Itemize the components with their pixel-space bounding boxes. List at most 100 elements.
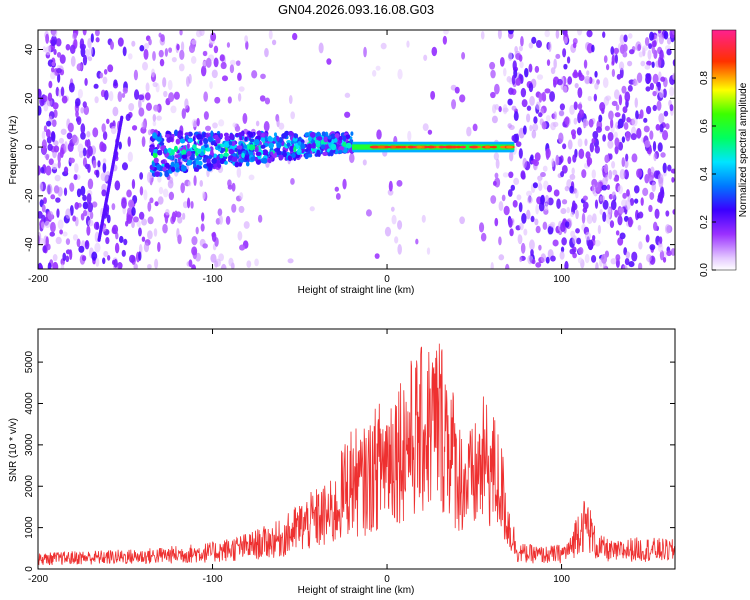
spectral-noise-cell: [535, 40, 542, 48]
spectral-noise-cell: [531, 36, 537, 44]
spectral-noise-cell: [621, 85, 627, 94]
spectral-blob-cell: [282, 151, 287, 158]
spectral-noise-cell: [44, 220, 51, 229]
spectral-noise-cell: [634, 198, 639, 204]
spectral-noise-cell: [154, 258, 159, 269]
spectral-noise-cell: [570, 129, 576, 137]
spectral-noise-cell: [229, 59, 236, 66]
spectral-noise-cell: [129, 254, 136, 263]
spectral-noise-cell: [627, 84, 633, 92]
spectral-noise-cell: [595, 262, 599, 269]
spectral-noise-cell: [39, 181, 44, 192]
spectral-noise-cell: [543, 203, 549, 211]
spectral-blob-cell: [224, 135, 230, 142]
spectral-noise-cell: [87, 37, 92, 49]
spectral-noise-cell: [40, 166, 45, 174]
spectral-blob-cell: [255, 151, 262, 156]
spectral-noise-cell: [598, 114, 603, 123]
spectral-noise-cell: [582, 195, 588, 201]
spectral-noise-cell: [610, 46, 615, 55]
spectral-noise-cell: [644, 64, 651, 70]
spectral-noise-cell: [520, 87, 527, 98]
spectral-noise-cell: [74, 98, 81, 107]
spectral-noise-cell: [597, 224, 602, 235]
y-tick-label: 5000: [24, 351, 35, 374]
spectral-noise-cell: [527, 196, 533, 204]
spectral-noise-cell: [99, 141, 105, 152]
spectral-noise-cell: [42, 46, 47, 53]
spectral-noise-cell: [131, 40, 136, 47]
spectral-blob-cell: [241, 152, 245, 159]
spectral-noise-cell: [515, 77, 522, 86]
spectral-noise-cell: [594, 82, 599, 90]
spectral-noise-cell: [138, 94, 145, 101]
spectral-blob-cell: [187, 138, 194, 143]
spectral-noise-cell: [611, 54, 615, 66]
spectral-noise-cell: [220, 263, 227, 269]
spectral-noise-cell: [667, 164, 672, 172]
spectral-noise-cell: [578, 74, 585, 81]
spectral-blob-cell: [202, 157, 208, 163]
spectral-noise-cell: [41, 130, 46, 140]
spectral-noise-cell: [182, 212, 186, 220]
spectral-blob-cell: [250, 156, 256, 162]
spectral-noise-cell: [152, 81, 158, 88]
spectral-noise-cell: [47, 92, 53, 102]
spectral-noise-cell: [644, 36, 650, 46]
spectral-noise-cell: [138, 251, 142, 261]
spectral-noise-cell: [606, 184, 611, 191]
spectral-noise-cell: [55, 197, 61, 203]
spectral-noise-cell: [540, 253, 547, 263]
spectral-noise-cell: [593, 93, 598, 102]
spectral-noise-cell: [48, 158, 54, 166]
spectral-blob-cell: [171, 166, 176, 173]
spectral-noise-cell: [99, 72, 104, 79]
spectral-noise-cell: [146, 171, 152, 183]
spectral-noise-cell: [538, 201, 545, 212]
spectral-noise-cell: [91, 201, 98, 208]
spectral-noise-cell: [57, 219, 64, 230]
spectral-noise-cell: [652, 73, 659, 84]
spectral-noise-cell: [210, 253, 217, 263]
spectral-noise-cell: [520, 170, 526, 180]
spectral-noise-cell: [616, 73, 622, 80]
spectral-blob-cell: [192, 144, 197, 150]
spectral-noise-cell: [180, 182, 185, 194]
spectral-noise-cell: [188, 44, 196, 54]
spectral-noise-cell: [608, 169, 613, 180]
spectral-blob-cell: [192, 135, 196, 142]
spectral-noise-cell: [264, 97, 271, 105]
spectral-noise-cell: [128, 199, 135, 208]
spectral-noise-cell: [472, 123, 478, 132]
spectral-blob-cell: [260, 136, 266, 142]
spectral-blob-cell: [205, 147, 211, 152]
spectral-noise-cell: [39, 237, 45, 247]
spectral-noise-cell: [569, 248, 576, 255]
spectral-noise-cell: [618, 141, 624, 151]
spectral-noise-cell: [407, 130, 412, 142]
colorbar-tick-label: 0.4: [699, 167, 710, 181]
spectral-blob-cell: [196, 148, 202, 154]
spectral-noise-cell: [623, 122, 629, 130]
spectral-noise-cell: [617, 185, 623, 195]
spectral-noise-cell: [326, 58, 332, 65]
spectral-noise-cell: [618, 207, 625, 214]
spectral-noise-cell: [63, 166, 69, 175]
spectral-noise-cell: [72, 135, 79, 146]
spectral-blob-cell: [289, 145, 295, 152]
spectral-blob-cell: [297, 148, 302, 153]
snr-series-line: [38, 343, 675, 566]
spectral-noise-cell: [619, 34, 625, 44]
spectral-noise-cell: [645, 105, 652, 115]
spectral-noise-cell: [186, 197, 191, 209]
spectral-noise-cell: [611, 100, 618, 107]
spectral-noise-cell: [511, 135, 515, 141]
spectral-noise-cell: [534, 152, 541, 162]
spectral-noise-cell: [624, 257, 630, 266]
spectral-blob-cell: [287, 155, 292, 161]
spectral-noise-cell: [170, 105, 177, 114]
spectral-noise-cell: [552, 239, 559, 247]
spectral-noise-cell: [181, 108, 187, 119]
spectral-noise-cell: [528, 82, 534, 93]
spectral-noise-cell: [647, 49, 652, 60]
